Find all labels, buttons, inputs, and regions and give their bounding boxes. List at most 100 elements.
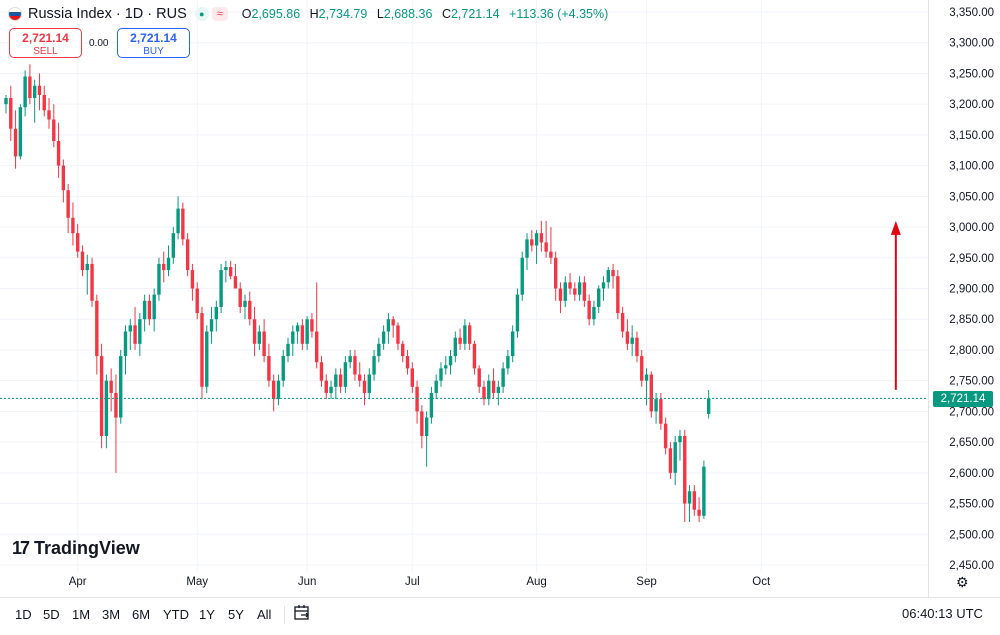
candle-body (195, 288, 199, 314)
candle-body (415, 386, 419, 412)
candle-body (515, 294, 520, 332)
candle-body (611, 270, 615, 277)
candle-body (267, 356, 271, 381)
y-tick-label: 3,200.00 (949, 99, 994, 111)
candle-body (99, 356, 104, 436)
range-button-5d[interactable]: 5D (43, 607, 60, 622)
candle-body (238, 288, 242, 307)
candle-body (348, 356, 352, 363)
candle-body (554, 257, 558, 289)
last-price-tag: 2,721.14 (933, 391, 993, 407)
candle-body (396, 325, 400, 344)
y-tick-label: 2,800.00 (949, 345, 994, 357)
candle-body (649, 374, 653, 412)
candle-body (358, 374, 362, 381)
candle-body (420, 411, 424, 436)
candle-body (123, 331, 128, 357)
tradingview-logo[interactable]: 17 TradingView (12, 538, 140, 559)
calendar-goto-icon[interactable] (293, 604, 311, 622)
candle-body (286, 343, 290, 357)
candle-body (687, 491, 692, 504)
buy-price: 2,721.14 (130, 31, 177, 45)
candle-body (434, 380, 438, 393)
range-button-1d[interactable]: 1D (15, 607, 32, 622)
candle-body (391, 319, 395, 326)
range-button-1m[interactable]: 1M (72, 607, 91, 622)
y-tick-label: 2,850.00 (949, 314, 994, 326)
buy-button[interactable]: 2,721.14 BUY (117, 28, 190, 58)
x-tick-label: Oct (752, 576, 771, 588)
toolbar-divider (284, 606, 285, 624)
candle-body (319, 362, 324, 381)
candle-body (95, 300, 99, 357)
candle-body (410, 368, 414, 387)
candle-body (133, 325, 137, 344)
open-label: O (241, 7, 252, 21)
range-button-all[interactable]: All (257, 607, 272, 622)
open-value: 2,695.86 (251, 7, 301, 21)
candle-body (262, 331, 266, 357)
symbol-title[interactable]: Russia Index · 1D · RUS (28, 6, 187, 22)
candle-body (530, 239, 534, 246)
y-axis: 3,350.00 3,300.00 3,250.00 3,200.00 3,150.00… (928, 0, 994, 597)
candle-body (9, 98, 13, 129)
candle-body (300, 325, 305, 344)
candle-body (162, 263, 166, 271)
candle-body (558, 288, 563, 301)
arrow-head (890, 220, 901, 235)
eye-icon[interactable]: ● (194, 7, 209, 21)
range-button-1y[interactable]: 1Y (199, 607, 215, 622)
candle-body (257, 331, 262, 344)
candle-body (28, 76, 32, 99)
candle-body (616, 276, 620, 314)
candle-body (592, 306, 596, 320)
candle-body (482, 386, 486, 400)
candle-body (444, 365, 448, 369)
candle-body (601, 282, 606, 289)
y-tick-label: 3,000.00 (949, 222, 994, 234)
x-axis: Apr May Jun Jul Aug Sep Oct (69, 576, 771, 588)
range-button-3m[interactable]: 3M (102, 607, 121, 622)
candle-body (42, 94, 46, 111)
candle-body (525, 239, 529, 258)
range-button-ytd[interactable]: YTD (163, 607, 189, 622)
candle-body (640, 356, 644, 381)
candle-body (458, 337, 462, 344)
utc-clock[interactable]: 06:40:13 UTC (902, 606, 983, 621)
candle-body (597, 288, 601, 307)
y-tick-label: 2,450.00 (949, 560, 994, 572)
candle-body (233, 276, 238, 289)
candle-body (577, 282, 582, 295)
sell-price: 2,721.14 (22, 31, 69, 45)
candle-body (85, 263, 89, 271)
candle-body (291, 331, 295, 344)
sell-label: SELL (33, 46, 58, 57)
candle-body (219, 270, 223, 307)
candle-body (13, 128, 18, 157)
candle-body (305, 319, 309, 344)
candle-body (463, 325, 467, 344)
candle-body (377, 343, 381, 357)
y-tick-label: 2,900.00 (949, 284, 994, 296)
candle-body (563, 282, 567, 301)
sell-button[interactable]: 2,721.14 SELL (9, 28, 82, 58)
range-button-5y[interactable]: 5Y (228, 607, 244, 622)
candle-body (109, 380, 113, 393)
approx-icon[interactable]: ≈ (211, 7, 228, 21)
candle-body (138, 319, 142, 344)
candle-body (501, 368, 505, 387)
candle-body (205, 331, 209, 387)
x-tick-label: Aug (526, 576, 546, 588)
candle-body (32, 85, 37, 99)
candle-body (630, 337, 634, 344)
candle-body (644, 374, 649, 381)
settings-gear-icon[interactable]: ⚙ (956, 574, 969, 590)
candle-body (66, 190, 70, 218)
candle-body (147, 300, 152, 320)
y-tick-label: 2,550.00 (949, 499, 994, 511)
y-tick-label: 3,150.00 (949, 130, 994, 142)
candle-body (276, 380, 281, 400)
close-label: C (441, 7, 451, 21)
candle-body (659, 399, 663, 424)
range-button-6m[interactable]: 6M (132, 607, 151, 622)
